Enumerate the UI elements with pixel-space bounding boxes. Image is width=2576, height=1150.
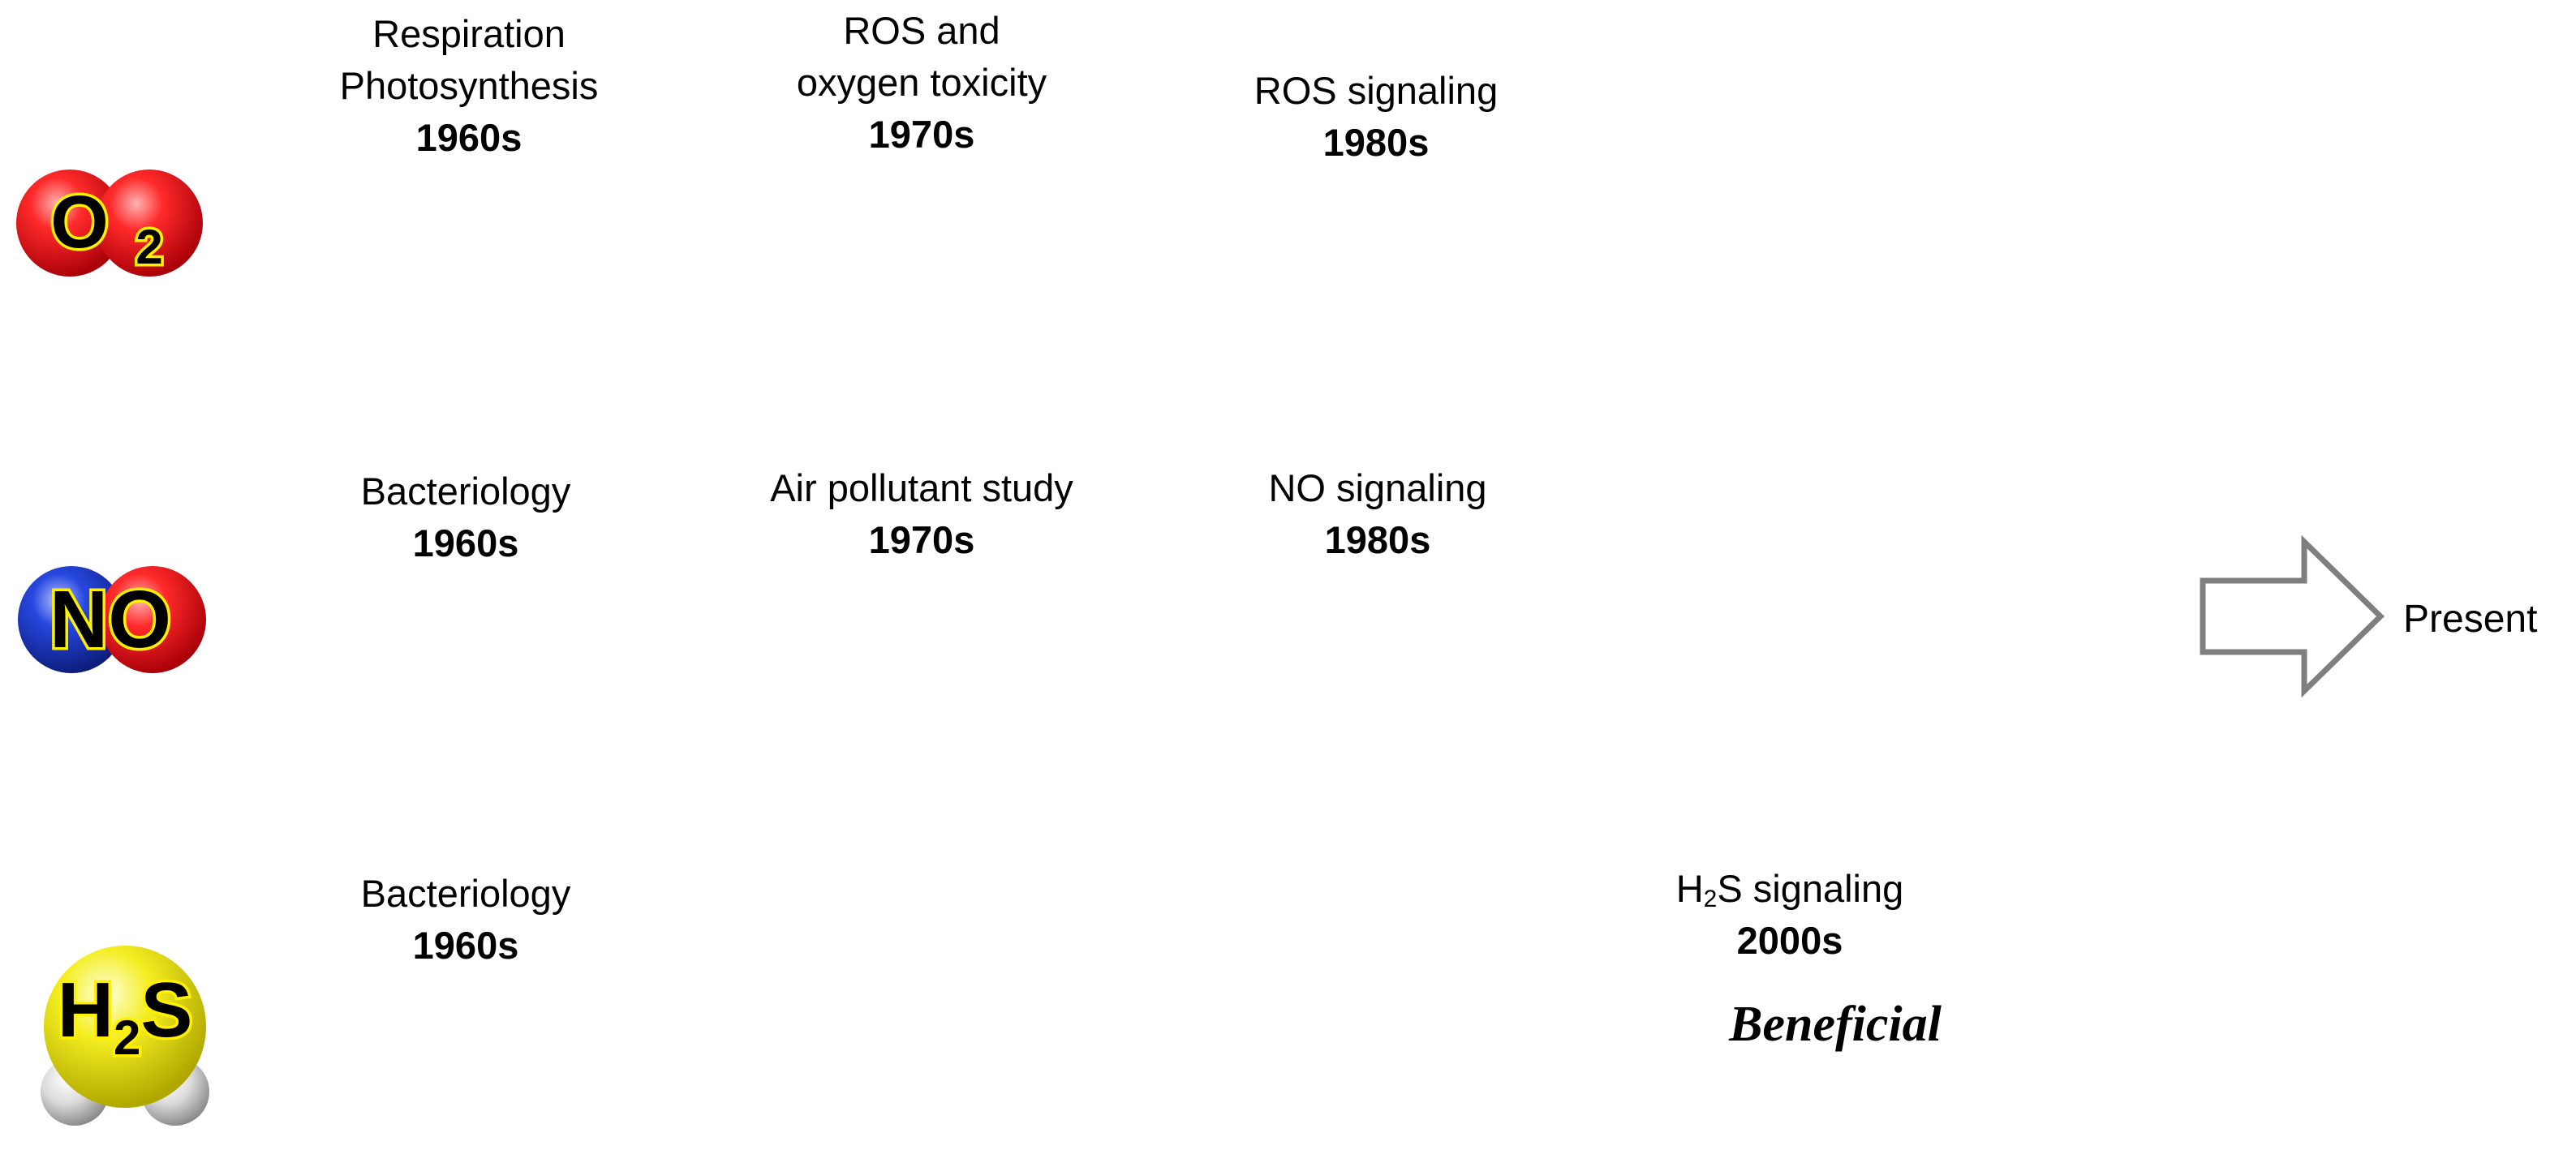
h2s-2000s-label: H2S signaling 2000s <box>1676 863 1904 967</box>
o2-1960s-label: Respiration Photosynthesis 1960s <box>340 8 599 164</box>
h2s-subscript: 2 <box>114 1011 140 1065</box>
o2-subscript: 2 <box>135 220 162 274</box>
no-1960s-line1: Bacteriology <box>360 470 571 513</box>
svg-text:H2S: H2S <box>58 967 193 1065</box>
h2s-molecule-icon: H2S <box>41 946 209 1126</box>
h2s-signaling-text: H2S signaling <box>1676 863 1904 915</box>
no-molecule-icon: NO <box>18 566 206 673</box>
o2-1980s-label: ROS signaling 1980s <box>1254 65 1498 169</box>
no-label: NO <box>49 574 171 665</box>
o2-1970s-line1: ROS and <box>843 9 1000 52</box>
no-1960s-decade: 1960s <box>412 521 519 564</box>
o2-1980s-decade: 1980s <box>1322 121 1430 164</box>
h2s-signaling-rest: S signaling <box>1717 867 1904 910</box>
o2-1980s-line1: ROS signaling <box>1254 69 1499 112</box>
o2-1970s-line2: oxygen toxicity <box>796 61 1047 104</box>
h2s-signaling-h: H <box>1675 867 1704 910</box>
no-1970s-label: Air pollutant study 1970s <box>770 462 1073 566</box>
no-1980s-line1: NO signaling <box>1268 466 1487 509</box>
beneficial-label: Beneficial <box>1729 997 1942 1052</box>
h2s-2000s-decade: 2000s <box>1736 919 1843 962</box>
h2s-1960s-line1: Bacteriology <box>360 872 571 915</box>
o2-molecule-icon: O 2 <box>16 169 203 277</box>
no-1970s-line1: Air pollutant study <box>770 466 1073 509</box>
no-1970s-decade: 1970s <box>868 518 975 561</box>
no-1980s-decade: 1980s <box>1324 518 1431 561</box>
h2s-1960s-decade: 1960s <box>412 924 519 967</box>
h2s-label-s: S <box>140 967 192 1053</box>
o2-1960s-line1: Respiration <box>372 12 566 55</box>
o2-1970s-label: ROS and oxygen toxicity 1970s <box>797 5 1047 161</box>
o2-1960s-line2: Photosynthesis <box>339 64 599 107</box>
no-1960s-label: Bacteriology 1960s <box>361 466 571 569</box>
present-label: Present <box>2403 598 2538 641</box>
h2s-label-h: H <box>58 967 114 1053</box>
no-1980s-label: NO signaling 1980s <box>1268 462 1486 566</box>
o2-1970s-decade: 1970s <box>868 113 975 156</box>
timeline-arrow-icon <box>2200 535 2385 697</box>
h2s-signaling-sub: 2 <box>1703 886 1718 912</box>
o2-label: O <box>50 181 109 264</box>
h2s-1960s-label: Bacteriology 1960s <box>361 868 571 972</box>
o2-1960s-decade: 1960s <box>415 116 523 159</box>
